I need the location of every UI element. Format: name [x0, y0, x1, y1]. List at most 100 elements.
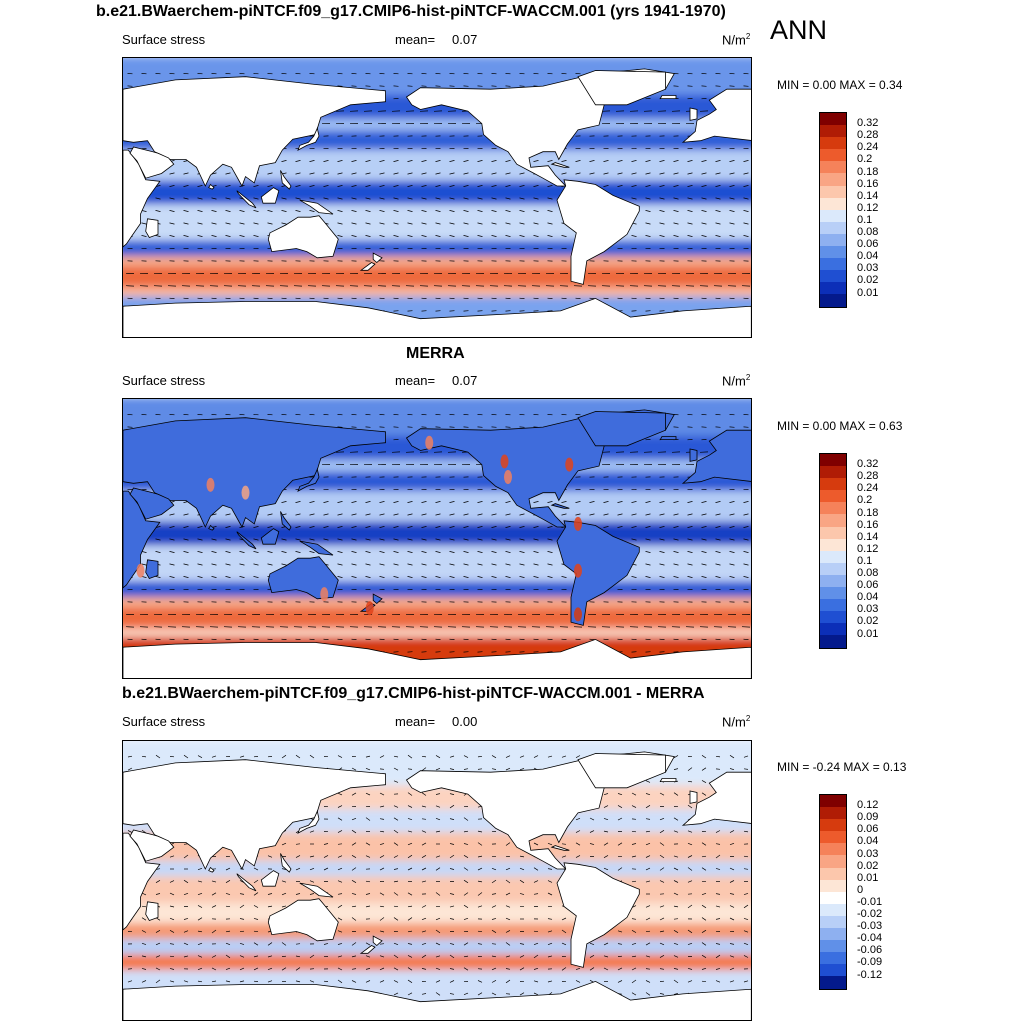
wind-arrow [743, 235, 749, 237]
wind-arrow [505, 538, 511, 541]
wind-arrow [267, 893, 273, 895]
wind-arrow [505, 930, 511, 933]
colorbar-label: -0.09 [857, 956, 883, 969]
wind-arrow [309, 538, 315, 541]
wind-arrow [547, 551, 553, 553]
wind-arrow [701, 172, 707, 175]
wind-arrow [239, 755, 245, 758]
wind-arrow [337, 843, 343, 845]
wind-arrow [631, 576, 637, 578]
wind-arrow [617, 943, 623, 945]
wind-arrow [253, 967, 259, 971]
panel-1-mean-value: 0.07 [452, 32, 478, 47]
colorbar-label: 0.24 [857, 141, 879, 154]
wind-arrow [183, 185, 189, 187]
wind-arrow [449, 830, 455, 833]
wind-arrow [393, 222, 399, 225]
wind-arrow [477, 980, 483, 983]
wind-arrow [127, 767, 133, 771]
wind-arrow [491, 513, 497, 516]
wind-arrow [393, 576, 399, 578]
wind-arrow [365, 880, 371, 883]
colorbar-label: 0.03 [857, 847, 879, 860]
wind-arrow [701, 197, 707, 200]
wind-arrow [673, 905, 679, 908]
colorbar-swatch [820, 221, 846, 234]
land-iceland [659, 778, 677, 782]
wind-arrow [673, 526, 679, 528]
wind-arrow [729, 893, 735, 895]
wind-arrow [617, 805, 623, 809]
wind-arrow [617, 501, 623, 503]
wind-arrow [673, 792, 679, 796]
wind-arrow [267, 513, 273, 516]
wind-arrow [393, 563, 399, 566]
wind-arrow [225, 980, 231, 983]
wind-arrow [631, 526, 637, 528]
wind-arrow [337, 172, 343, 175]
wind-arrow [379, 197, 385, 200]
wind-arrow [491, 551, 497, 553]
wind-arrow [379, 843, 385, 846]
wind-arrow [197, 980, 203, 983]
wind-arrow [435, 526, 441, 528]
wind-arrow [659, 563, 665, 566]
colorbar-swatch [820, 282, 846, 295]
wind-arrow [673, 235, 679, 237]
wind-arrow [715, 551, 721, 553]
wind-arrow [435, 222, 441, 225]
wind-arrow [393, 551, 399, 553]
wind-arrow [253, 576, 259, 578]
wind-arrow [225, 185, 231, 187]
wind-arrow [253, 222, 259, 225]
wind-arrow [631, 792, 637, 796]
wind-arrow [701, 929, 707, 933]
wind-arrow [309, 980, 315, 983]
wind-arrow [477, 563, 483, 566]
wind-arrow [281, 942, 287, 946]
colorbar-label: 0.09 [857, 811, 879, 824]
wind-arrow [435, 793, 441, 795]
wind-arrow [743, 755, 749, 758]
colorbar-label: 0.01 [857, 627, 879, 640]
wind-arrow [379, 501, 385, 503]
wind-arrow [407, 818, 413, 821]
continents [123, 751, 751, 1020]
wind-arrow [533, 526, 539, 528]
wind-arrow [379, 210, 385, 212]
wind-arrow [407, 955, 413, 958]
wind-arrow [365, 842, 371, 846]
wind-arrow [575, 967, 581, 970]
wind-arrow [169, 892, 175, 896]
colorbar-swatch [820, 611, 846, 624]
wind-arrow [631, 197, 637, 200]
wind-arrow [687, 160, 693, 162]
wind-arrow [295, 538, 301, 541]
wind-arrow [533, 880, 539, 883]
wind-arrow [491, 768, 497, 770]
wind-arrow [295, 893, 301, 895]
wind-arrow [435, 563, 441, 566]
wind-arrow [211, 235, 217, 237]
wind-arrow [169, 185, 175, 187]
wind-arrow [463, 526, 469, 528]
wind-arrow [267, 563, 273, 566]
wind-arrow [141, 222, 147, 225]
land-s-america [556, 179, 640, 285]
wind-arrow [379, 892, 385, 896]
colorbar-swatch [820, 635, 846, 648]
colorbar-label: 0.18 [857, 506, 879, 519]
wind-arrow [337, 880, 343, 883]
wind-arrow [365, 526, 371, 528]
wind-arrow [351, 576, 357, 578]
wind-arrow [421, 185, 427, 187]
wind-arrow [505, 513, 511, 516]
wind-arrow [393, 538, 399, 541]
wind-arrow [463, 210, 469, 212]
wind-arrow [435, 817, 441, 821]
wind-arrow [561, 855, 567, 858]
wind-arrow [687, 172, 693, 175]
wind-arrow [505, 185, 511, 187]
wind-arrow [197, 905, 203, 908]
wind-arrow [659, 538, 665, 541]
